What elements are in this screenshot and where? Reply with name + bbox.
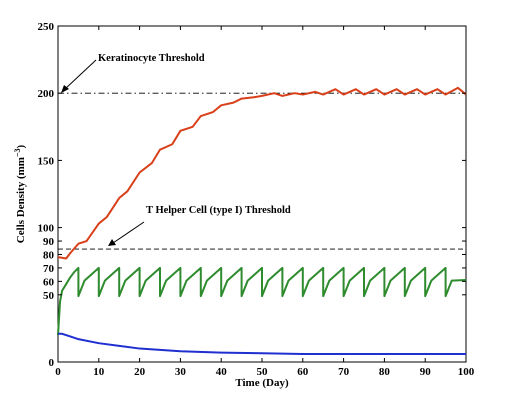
x-tick-label: 50 xyxy=(257,366,269,378)
y-tick-label: 0 xyxy=(49,357,55,369)
y-tick-label: 70 xyxy=(43,263,55,275)
x-tick-label: 70 xyxy=(338,366,350,378)
y-axis-label-superscript: −3 xyxy=(13,148,22,157)
y-axis-label: Cells Density (mm−3) xyxy=(13,144,27,243)
keratinocyte-arrow xyxy=(64,59,97,90)
x-tick-label: 40 xyxy=(216,366,228,378)
y-tick-label: 80 xyxy=(43,249,55,261)
plot-frame xyxy=(57,25,467,363)
x-tick-label: 80 xyxy=(379,366,391,378)
y-tick-label: 150 xyxy=(38,155,55,167)
plot-area: 0 10 20 30 40 50 60 70 80 90 100 05060708090100150… xyxy=(38,21,475,378)
x-tick-label: 90 xyxy=(420,366,432,378)
x-tick-label: 10 xyxy=(93,366,105,378)
keratinocyte-annotation: Keratinocyte Threshold xyxy=(61,53,205,93)
y-tick-label: 200 xyxy=(38,88,55,100)
x-tick-label: 0 xyxy=(55,366,61,378)
x-tick-label: 20 xyxy=(134,366,146,378)
y-tick-label: 60 xyxy=(43,276,55,288)
t-helper-series-line xyxy=(57,266,467,336)
x-tick-label: 100 xyxy=(458,366,475,378)
y-axis-label-close: ) xyxy=(15,144,27,148)
keratinocyte-arrowhead xyxy=(61,85,69,93)
keratinocyte-series-line xyxy=(57,86,467,260)
keratinocyte-threshold-label: Keratinocyte Threshold xyxy=(98,53,205,64)
third-series-line xyxy=(58,332,466,355)
y-tick-label: 250 xyxy=(38,21,55,33)
x-tick-label: 30 xyxy=(175,366,187,378)
y-axis-label-main: Cells Density (mm xyxy=(15,157,27,243)
t-helper-arrow xyxy=(112,221,145,244)
threshold-lines xyxy=(58,92,466,250)
t-helper-arrowhead xyxy=(108,239,116,246)
y-tick-label: 50 xyxy=(43,290,55,302)
t-helper-threshold-label: T Helper Cell (type I) Threshold xyxy=(146,205,291,216)
x-axis-label: Time (Day) xyxy=(235,377,289,389)
x-tick-label: 60 xyxy=(297,366,309,378)
y-tick-label: 90 xyxy=(43,236,55,248)
y-tick-label: 100 xyxy=(38,223,55,235)
t-helper-annotation: T Helper Cell (type I) Threshold xyxy=(108,205,291,246)
series-lines xyxy=(57,86,467,355)
x-axis-ticks: 0 10 20 30 40 50 60 70 80 90 100 xyxy=(55,26,475,378)
